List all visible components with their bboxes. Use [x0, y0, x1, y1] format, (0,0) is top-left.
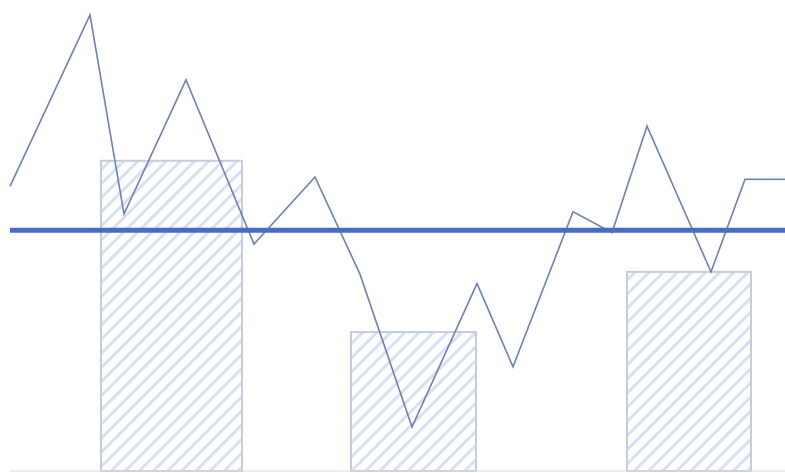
- bar-3: [626, 270, 752, 472]
- bars-layer: [100, 159, 752, 472]
- bar-2: [350, 331, 477, 472]
- line-layer: [9, 12, 785, 430]
- series-line: [9, 12, 785, 430]
